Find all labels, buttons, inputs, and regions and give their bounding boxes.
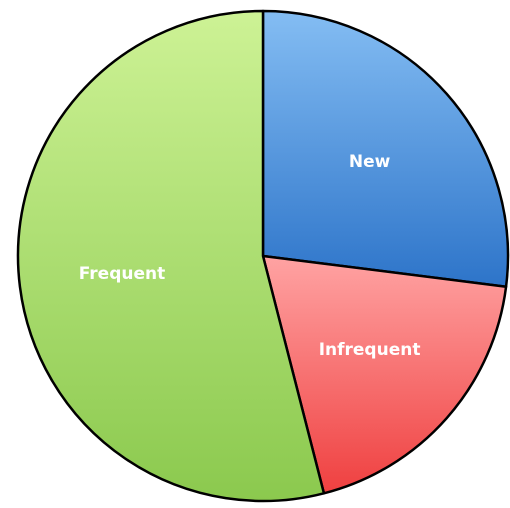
slice-label: Frequent [79,264,165,284]
slice [16,9,326,503]
slice [261,9,510,288]
slice-label: New [349,152,391,172]
slice [261,254,508,495]
slice-label: Infrequent [319,340,421,360]
pie [16,9,510,503]
slice-labels: New Infrequent Frequent [79,152,421,360]
